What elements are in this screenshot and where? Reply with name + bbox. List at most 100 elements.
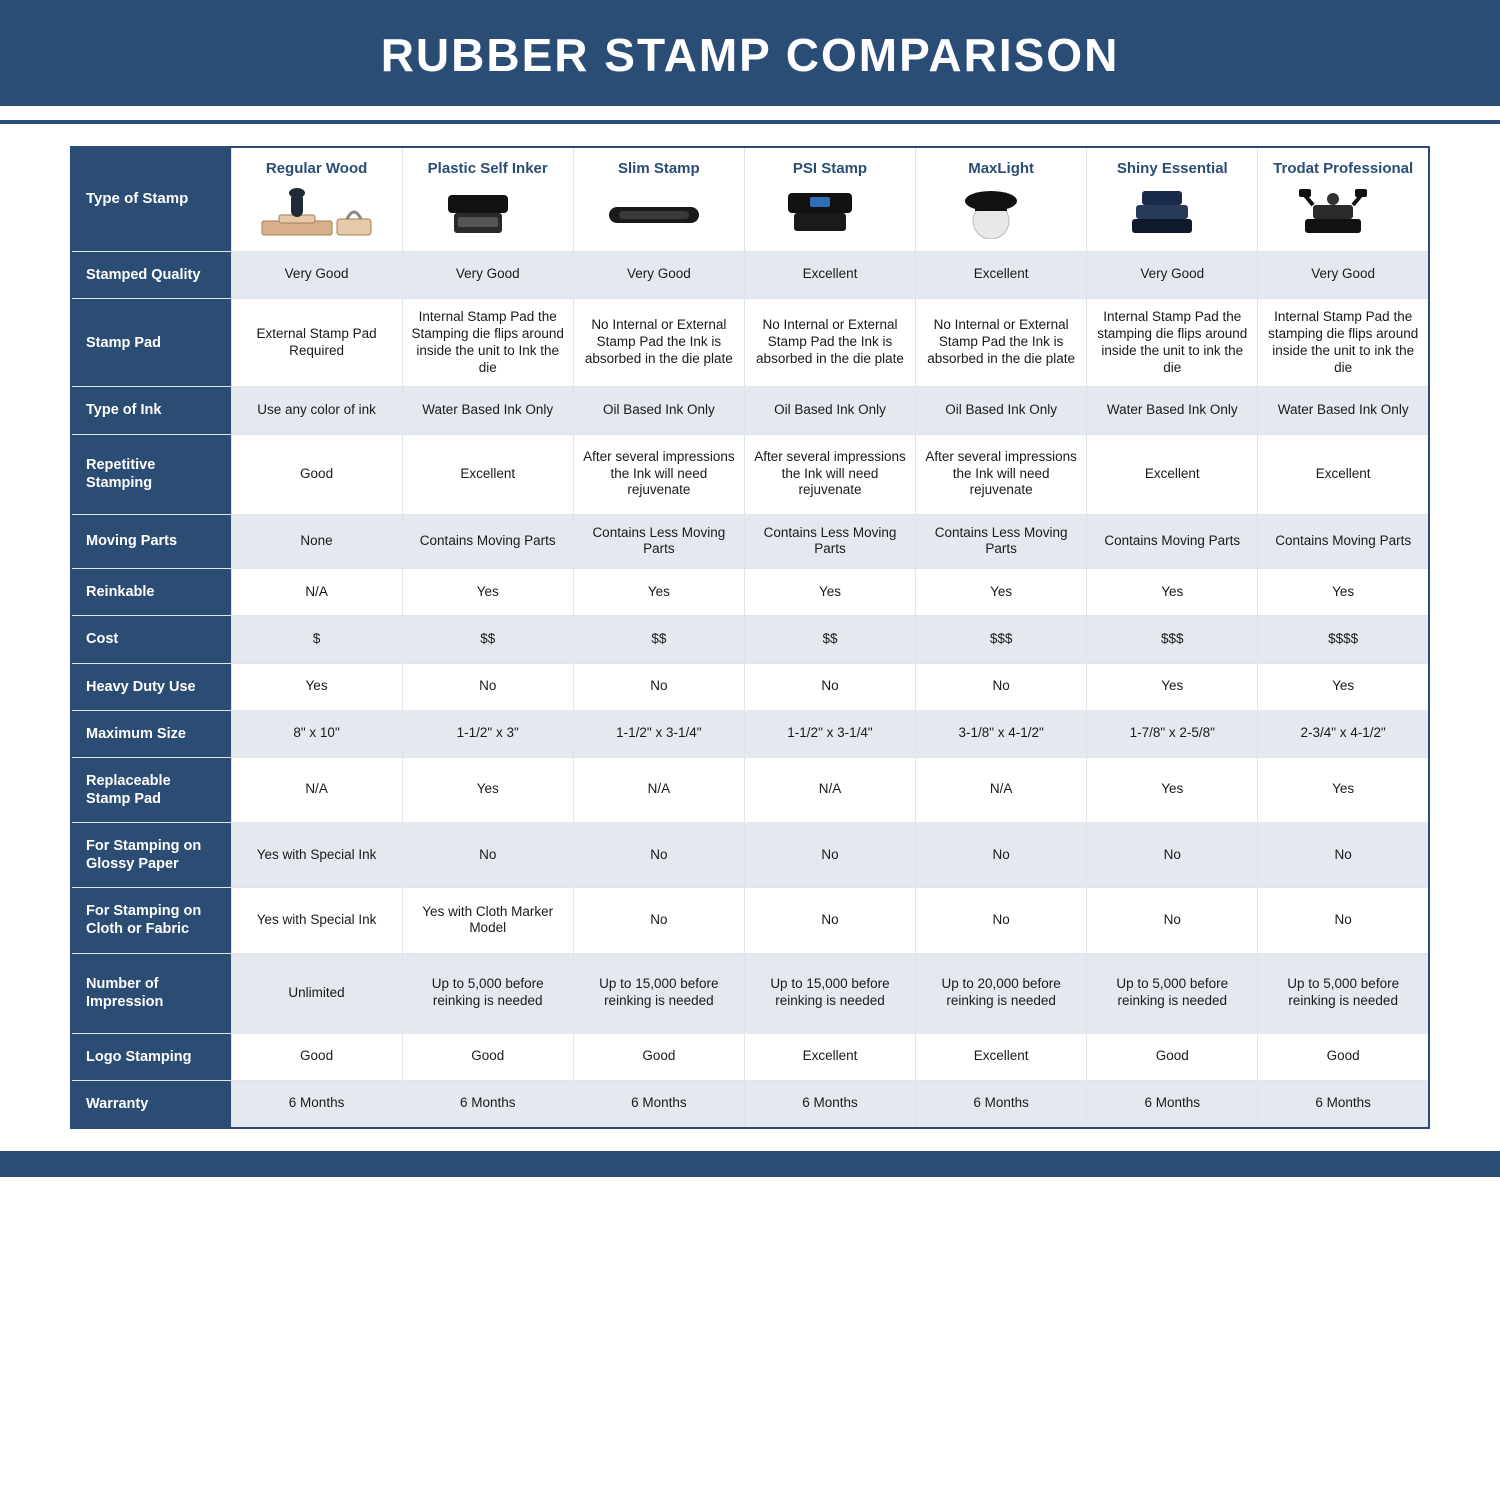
psi-stamp-icon [753,185,907,241]
table-cell: Yes [1258,663,1429,710]
table-cell: No [744,888,915,953]
column-header-label: Trodat Professional [1266,160,1420,179]
table-cell: None [231,514,402,569]
title-bar: RUBBER STAMP COMPARISON [0,0,1500,106]
table-cell: Water Based Ink Only [1258,387,1429,434]
column-header-label: Regular Wood [240,160,394,179]
comparison-table: Type of Stamp Regular WoodPlastic Self I… [70,146,1430,1129]
row-label: Moving Parts [71,514,231,569]
table-cell: Very Good [1258,251,1429,298]
table-cell: 6 Months [402,1080,573,1128]
table-cell: Excellent [744,251,915,298]
table-cell: Contains Less Moving Parts [573,514,744,569]
table-cell: No Internal or External Stamp Pad the In… [744,298,915,387]
slim-stamp-icon [582,185,736,241]
column-header: Slim Stamp [573,147,744,251]
table-cell: Water Based Ink Only [1087,387,1258,434]
table-cell: No [573,663,744,710]
row-label: Number of Impression [71,953,231,1033]
table-cell: Oil Based Ink Only [744,387,915,434]
table-cell: Very Good [573,251,744,298]
column-header: Regular Wood [231,147,402,251]
row-label: Logo Stamping [71,1033,231,1080]
table-cell: Contains Moving Parts [402,514,573,569]
table-cell: No [1087,888,1258,953]
row-label: For Stamping on Cloth or Fabric [71,888,231,953]
table-cell: Internal Stamp Pad the Stamping die flip… [402,298,573,387]
table-cell: Up to 5,000 before reinking is needed [1087,953,1258,1033]
table-cell: Up to 15,000 before reinking is needed [744,953,915,1033]
column-header: Trodat Professional [1258,147,1429,251]
shiny-stamp-icon [1095,185,1249,241]
table-cell: $$$ [1087,616,1258,663]
table-cell: After several impressions the Ink will n… [916,434,1087,514]
table-row: ReinkableN/AYesYesYesYesYesYes [71,569,1429,616]
table-cell: Yes [402,757,573,822]
table-row: For Stamping on Glossy PaperYes with Spe… [71,823,1429,888]
row-label: Warranty [71,1080,231,1128]
table-cell: Good [1258,1033,1429,1080]
table-cell: No Internal or External Stamp Pad the In… [573,298,744,387]
column-header: Shiny Essential [1087,147,1258,251]
table-cell: Excellent [1258,434,1429,514]
table-cell: Up to 20,000 before reinking is needed [916,953,1087,1033]
table-row: Moving PartsNoneContains Moving PartsCon… [71,514,1429,569]
table-cell: After several impressions the Ink will n… [573,434,744,514]
table-cell: Yes [402,569,573,616]
table-cell: No [916,663,1087,710]
table-cell: Yes [744,569,915,616]
table-cell: No [1258,823,1429,888]
table-cell: Oil Based Ink Only [916,387,1087,434]
table-cell: 1-1/2" x 3-1/4" [744,710,915,757]
self-stamp-icon [411,185,565,241]
table-cell: No Internal or External Stamp Pad the In… [916,298,1087,387]
table-cell: Excellent [744,1033,915,1080]
table-cell: 1-1/2" x 3" [402,710,573,757]
table-cell: Yes [231,663,402,710]
table-cell: Good [402,1033,573,1080]
table-cell: $ [231,616,402,663]
table-cell: No [744,823,915,888]
table-cell: 2-3/4" x 4-1/2" [1258,710,1429,757]
table-cell: External Stamp Pad Required [231,298,402,387]
table-cell: 6 Months [1258,1080,1429,1128]
table-cell: No [573,888,744,953]
table-cell: 6 Months [573,1080,744,1128]
table-cell: No [573,823,744,888]
table-cell: Good [231,1033,402,1080]
table-cell: 6 Months [231,1080,402,1128]
table-cell: Internal Stamp Pad the stamping die flip… [1258,298,1429,387]
max-stamp-icon [924,185,1078,241]
table-cell: Excellent [1087,434,1258,514]
table-cell: No [1087,823,1258,888]
table-row: Maximum Size8" x 10"1-1/2" x 3"1-1/2" x … [71,710,1429,757]
table-cell: Oil Based Ink Only [573,387,744,434]
table-cell: Up to 5,000 before reinking is needed [1258,953,1429,1033]
table-cell: 6 Months [1087,1080,1258,1128]
top-rule [0,120,1500,124]
table-cell: Very Good [231,251,402,298]
row-label: Type of Ink [71,387,231,434]
table-cell: Very Good [1087,251,1258,298]
table-cell: Yes [916,569,1087,616]
table-cell: Excellent [402,434,573,514]
table-body: Stamped QualityVery GoodVery GoodVery Go… [71,251,1429,1128]
column-header-label: Plastic Self Inker [411,160,565,179]
table-cell: Yes with Special Ink [231,888,402,953]
table-cell: $$ [402,616,573,663]
table-cell: No [402,663,573,710]
table-row: Stamped QualityVery GoodVery GoodVery Go… [71,251,1429,298]
table-row: For Stamping on Cloth or FabricYes with … [71,888,1429,953]
row-label: For Stamping on Glossy Paper [71,823,231,888]
table-cell: Yes [1087,663,1258,710]
column-header-label: PSI Stamp [753,160,907,179]
table-cell: After several impressions the Ink will n… [744,434,915,514]
table-cell: Yes [1258,757,1429,822]
table-row: Stamp PadExternal Stamp Pad RequiredInte… [71,298,1429,387]
table-cell: No [402,823,573,888]
table-header-row: Type of Stamp Regular WoodPlastic Self I… [71,147,1429,251]
table-cell: $$ [744,616,915,663]
column-header-label: Slim Stamp [582,160,736,179]
row-label: Reinkable [71,569,231,616]
table-cell: 6 Months [744,1080,915,1128]
